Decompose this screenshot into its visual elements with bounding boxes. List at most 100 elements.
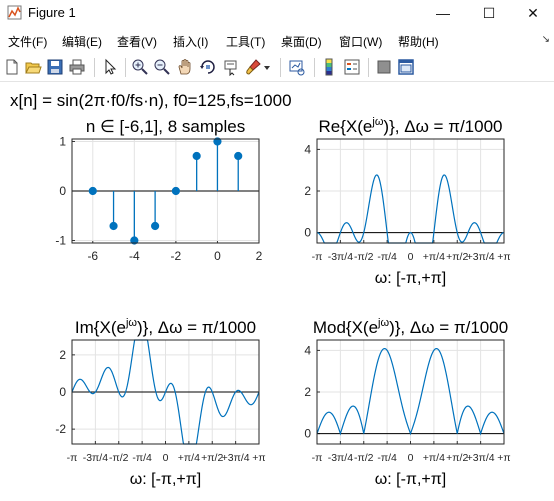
chart-title: Mod{X(ejω)}, Δω = π/1000 [313, 317, 508, 337]
link-plot-icon[interactable] [288, 58, 306, 76]
x-tick-label: +π [497, 251, 510, 263]
chart-1: Re{X(ejω)}, Δω = π/1000 -π -3π/4 -π/2 -π/4 0 +… [304, 116, 510, 287]
x-tick-label: +3π/4 [467, 452, 495, 464]
stem-marker [171, 186, 180, 196]
x-tick-label: -3π/4 [328, 452, 353, 464]
x-axis-label: ω: [-π,+π] [375, 270, 446, 287]
brush-dropdown-icon[interactable] [262, 58, 272, 76]
x-tick-label: -3π/4 [328, 251, 353, 263]
x-tick-label: +π [497, 452, 510, 464]
x-tick-label: -4 [129, 249, 140, 263]
chart-title: Im{X(ejω)}, Δω = π/1000 [75, 317, 256, 337]
x-tick-label: -π [67, 452, 78, 464]
series-line [71, 339, 260, 445]
toolbar-separator [314, 58, 315, 77]
menu-insert[interactable]: 插入(I) [173, 35, 209, 49]
axes-frame [316, 339, 505, 445]
dock-arrow-icon[interactable]: ↘ [541, 34, 550, 45]
menu-view[interactable]: 查看(V) [117, 35, 157, 49]
toolbar-separator [125, 58, 126, 77]
maximize-button[interactable]: ☐ [466, 0, 512, 26]
select-pointer-icon[interactable] [101, 58, 119, 76]
x-axis-label: ω: [-π,+π] [130, 471, 201, 488]
pan-hand-icon[interactable] [176, 58, 194, 76]
close-button[interactable]: ✕ [510, 0, 554, 26]
x-tick-label: -π [312, 452, 323, 464]
x-tick-label: -π/2 [109, 452, 129, 464]
menu-edit[interactable]: 编辑(E) [62, 35, 102, 49]
y-tick-label: 4 [304, 142, 311, 156]
close-icon: ✕ [527, 4, 539, 21]
zoom-in-icon[interactable] [131, 58, 149, 76]
x-tick-label: -π/4 [377, 251, 397, 263]
stem-marker [109, 221, 118, 231]
insert-colorbar-icon[interactable] [320, 58, 338, 76]
x-tick-label: -π/4 [132, 452, 152, 464]
y-tick-label: -1 [55, 234, 66, 248]
open-file-icon[interactable] [24, 58, 42, 76]
x-tick-label: 2 [256, 249, 263, 263]
x-tick-label: -π [312, 251, 323, 263]
zoom-out-icon[interactable] [153, 58, 171, 76]
x-tick-label: 0 [408, 251, 414, 263]
x-tick-label: -3π/4 [83, 452, 108, 464]
y-tick-label: 4 [304, 343, 311, 357]
x-tick-label: -π/2 [354, 452, 374, 464]
chart-0: n ∈ [-6,1], 8 samples -6 -4 -2 0 2 -1 0 1 [55, 117, 262, 263]
y-tick-label: 0 [59, 385, 66, 399]
window-title: Figure 1 [28, 5, 76, 20]
toolbar-separator [280, 58, 281, 77]
show-plot-tools-icon[interactable] [397, 58, 415, 76]
menu-desktop[interactable]: 桌面(D) [281, 35, 322, 49]
chart-title: n ∈ [-6,1], 8 samples [86, 117, 245, 136]
y-tick-label: 1 [59, 134, 66, 148]
x-tick-label: 0 [214, 249, 221, 263]
x-tick-label: -6 [87, 249, 98, 263]
chart-2: Im{X(ejω)}, Δω = π/1000 -π -3π/4 -π/2 -π/4 0 +… [55, 317, 265, 488]
menu-help[interactable]: 帮助(H) [398, 35, 439, 49]
stem-marker [130, 236, 139, 245]
axes-frame [71, 339, 260, 445]
stem-marker [192, 151, 201, 161]
rotate-3d-icon[interactable] [199, 58, 217, 76]
x-tick-label: 0 [163, 452, 169, 464]
axes-frame [316, 138, 505, 244]
data-cursor-icon[interactable] [222, 58, 240, 76]
y-tick-label: 0 [59, 184, 66, 198]
figure-plots: x[n] = sin(2π·f0/fs·n), f0=125,fs=1000 n… [10, 91, 511, 488]
axes-frame [71, 138, 260, 244]
chart-title: Re{X(ejω)}, Δω = π/1000 [319, 116, 503, 136]
y-tick-label: 0 [304, 427, 311, 441]
y-tick-label: 0 [304, 226, 311, 240]
x-tick-label: -π/2 [354, 251, 374, 263]
brush-icon[interactable] [244, 58, 262, 76]
menu-window[interactable]: 窗口(W) [339, 35, 383, 49]
figure-suptitle: x[n] = sin(2π·f0/fs·n), f0=125,fs=1000 [10, 91, 292, 110]
x-tick-label: -π/4 [377, 452, 397, 464]
toolbar-separator [368, 58, 369, 77]
insert-legend-icon[interactable] [343, 58, 361, 76]
maximize-icon: ☐ [482, 4, 496, 21]
x-tick-label: +π/2 [446, 251, 468, 263]
x-tick-label: +π/2 [446, 452, 468, 464]
window-titlebar: Figure 1 — ☐ ✕ [0, 0, 554, 26]
series-line [316, 174, 505, 244]
stem-marker [151, 221, 160, 231]
save-icon[interactable] [46, 58, 64, 76]
hide-plot-tools-icon[interactable] [375, 58, 393, 76]
menu-file[interactable]: 文件(F) [8, 35, 48, 49]
y-tick-label: 2 [304, 385, 311, 399]
new-figure-icon[interactable] [3, 58, 21, 76]
menu-bar: 文件(F) 编辑(E) 查看(V) 插入(I) 工具(T) 桌面(D) 窗口(W… [0, 30, 554, 52]
chart-3: Mod{X(ejω)}, Δω = π/1000 -π -3π/4 -π/2 -π/4 0… [304, 317, 510, 488]
menu-tools[interactable]: 工具(T) [226, 35, 266, 49]
x-tick-label: +π [252, 452, 265, 464]
x-tick-label: +π/4 [423, 452, 445, 464]
minimize-button[interactable]: — [420, 0, 466, 26]
stem-marker [234, 151, 243, 161]
series-line [316, 347, 505, 436]
y-tick-label: 2 [304, 184, 311, 198]
x-axis-label: ω: [-π,+π] [375, 471, 446, 488]
print-icon[interactable] [68, 58, 86, 76]
x-tick-label: +π/4 [423, 251, 445, 263]
